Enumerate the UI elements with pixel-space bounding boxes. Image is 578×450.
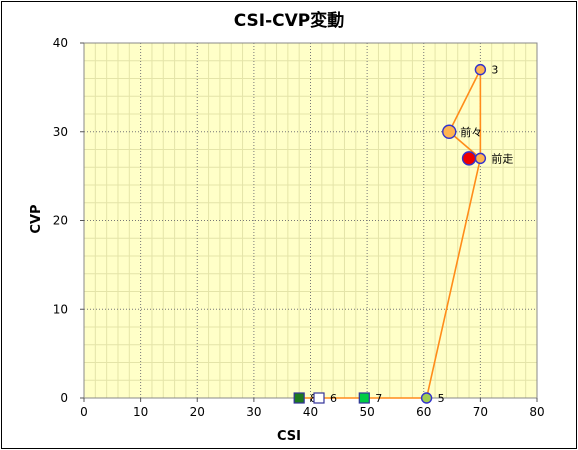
x-tick-label: 10 [133, 405, 148, 419]
square-marker [293, 392, 305, 404]
point-label: 3 [491, 64, 498, 77]
x-tick-label: 40 [303, 405, 318, 419]
x-tick-label: 20 [190, 405, 205, 419]
y-tick-label: 20 [53, 214, 68, 228]
y-tick-label: 30 [53, 125, 68, 139]
y-tick-label: 0 [60, 391, 68, 405]
circle-marker [474, 63, 487, 76]
circle-marker [461, 151, 477, 166]
y-axis-title: CVP [29, 204, 44, 233]
point-label: 前走 [491, 151, 513, 165]
y-tick-label: 40 [53, 36, 68, 50]
point-label: 6 [330, 392, 337, 405]
grid [84, 43, 537, 398]
x-tick-label: 30 [246, 405, 261, 419]
x-tick-label: 70 [473, 405, 488, 419]
x-tick-label: 60 [416, 405, 431, 419]
series: 3前々前走5867 [293, 63, 513, 405]
square-marker [358, 392, 370, 404]
circle-marker [420, 392, 433, 404]
point-label: 5 [438, 392, 445, 405]
x-axis-title: CSI [277, 429, 301, 444]
x-tick-label: 50 [359, 405, 374, 419]
circle-marker [442, 124, 457, 139]
point-label: 前々 [460, 125, 482, 139]
x-tick-label: 80 [529, 405, 544, 419]
circle-marker [474, 152, 487, 165]
point-label: 7 [375, 392, 382, 405]
chart-title: CSI-CVP変動 [234, 10, 345, 31]
y-tick-label: 10 [53, 302, 68, 316]
x-tick-label: 0 [80, 405, 88, 419]
square-marker [313, 392, 325, 404]
